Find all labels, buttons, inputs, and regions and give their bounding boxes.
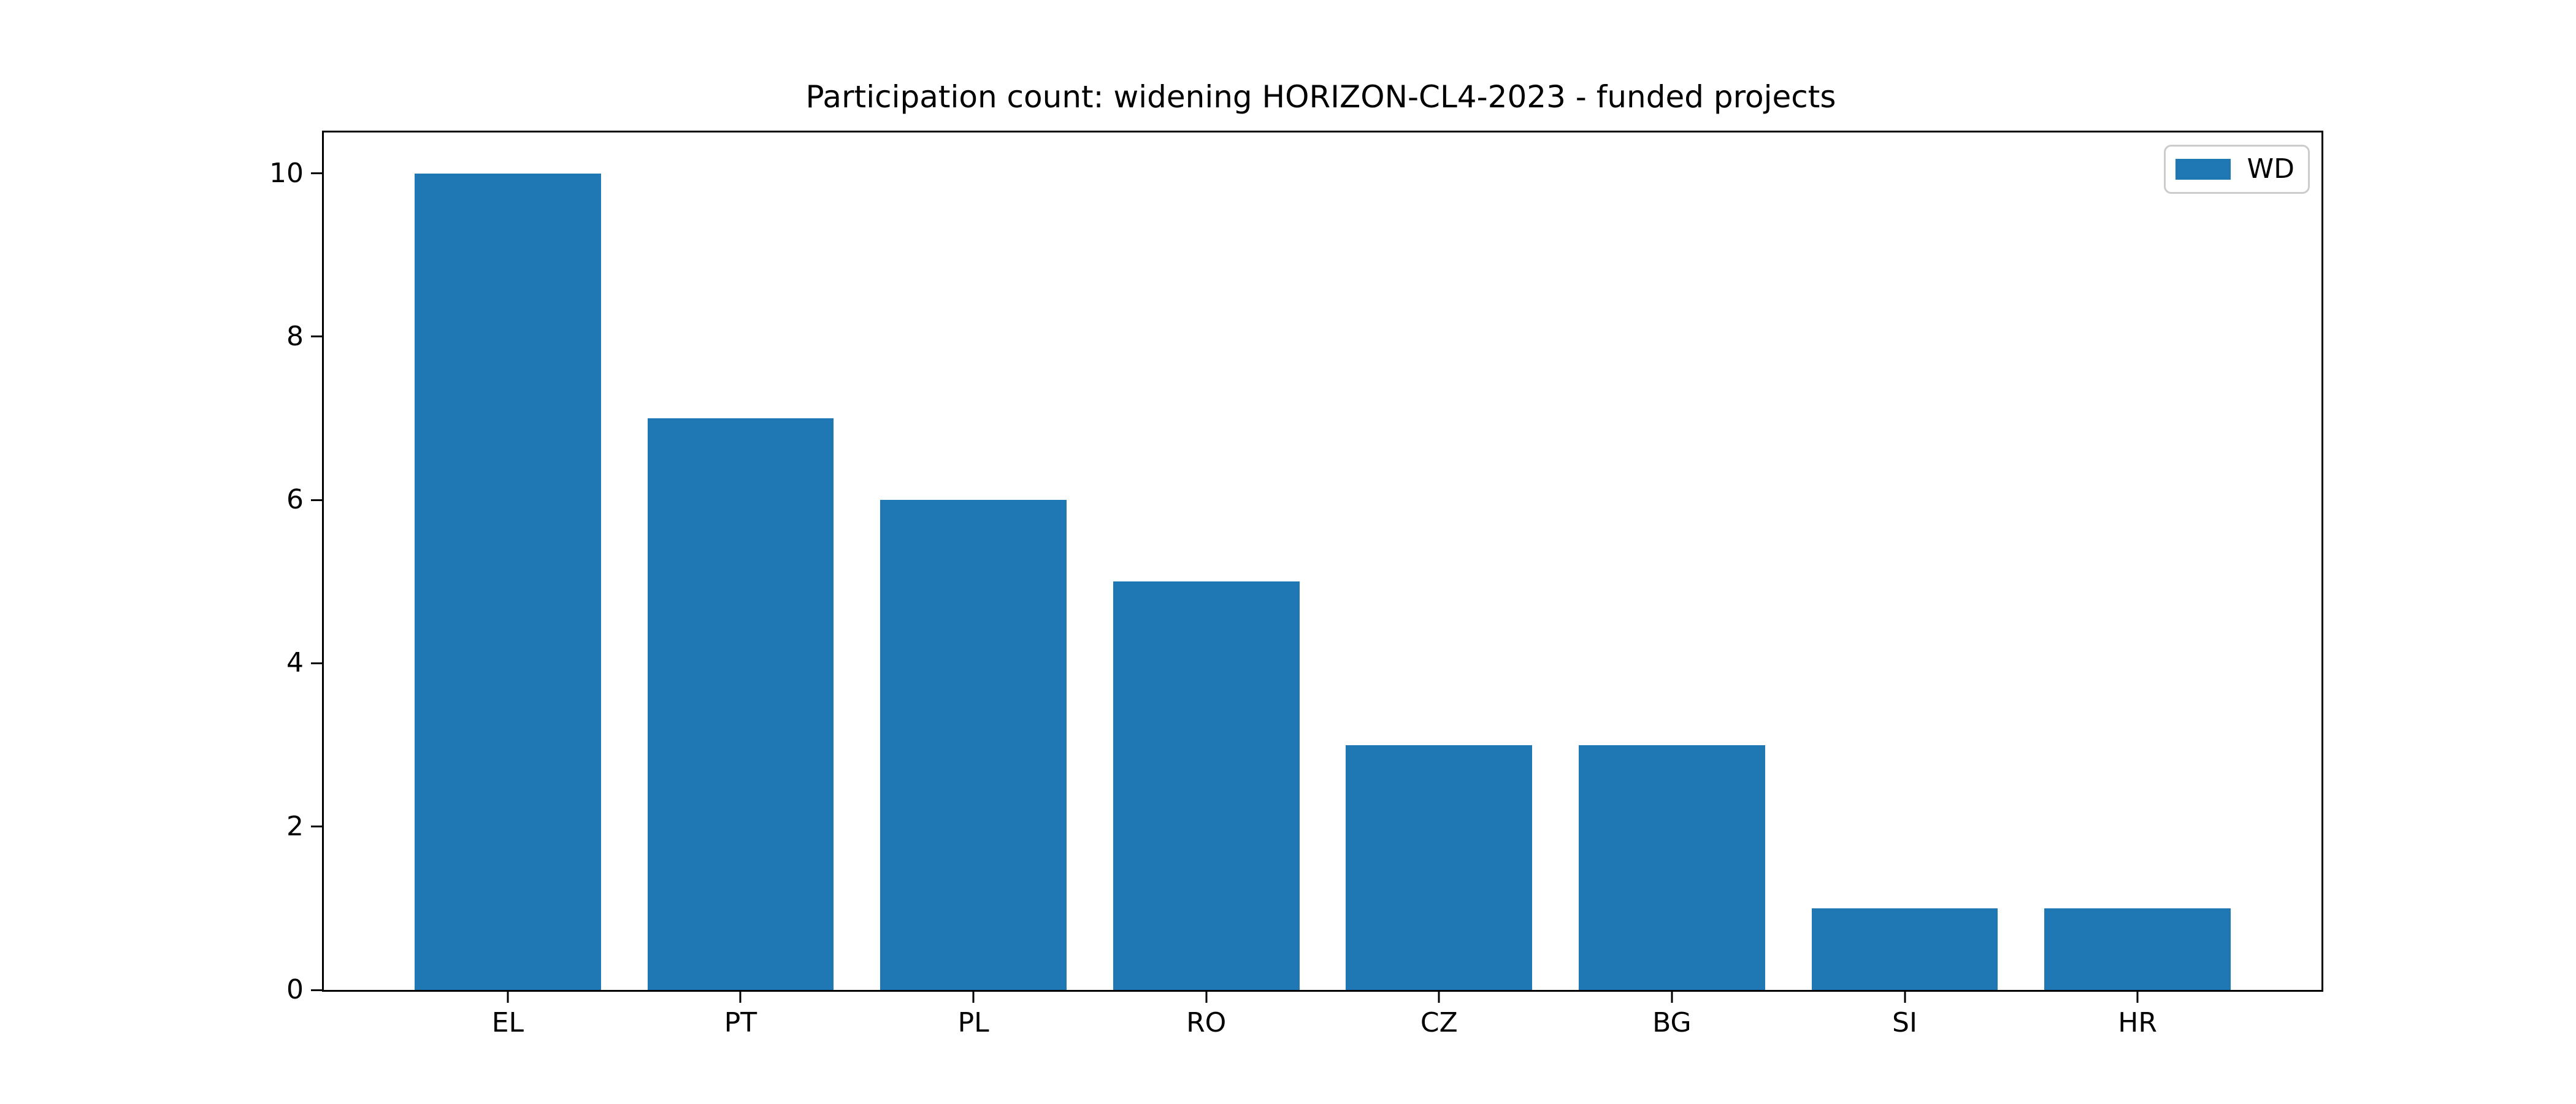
ytick-label-8: 8	[286, 320, 304, 352]
chart-title: Participation count: widening HORIZON-CL…	[805, 79, 1836, 115]
xtick-mark	[2136, 992, 2139, 1003]
ytick-mark	[311, 662, 322, 664]
ytick-mark	[311, 826, 322, 828]
ytick-label-2: 2	[286, 810, 304, 842]
xtick-label-PL: PL	[957, 1007, 989, 1038]
bar-PL	[880, 500, 1067, 990]
xtick-mark	[1671, 992, 1673, 1003]
xtick-label-RO: RO	[1186, 1007, 1227, 1038]
xtick-label-CZ: CZ	[1420, 1007, 1458, 1038]
xtick-label-SI: SI	[1892, 1007, 1917, 1038]
bar-EL	[415, 173, 601, 990]
legend: WD	[2163, 145, 2310, 194]
plot-area: 0 2 4 6 8 10 EL PT PL RO CZ BG SI HR WD	[269, 131, 2323, 1037]
xtick-mark	[1904, 992, 1906, 1003]
xtick-mark	[507, 992, 509, 1003]
xtick-label-HR: HR	[2118, 1007, 2157, 1038]
bar-HR	[2044, 908, 2231, 990]
ytick-mark	[311, 335, 322, 338]
bar-CZ	[1346, 745, 1533, 990]
ytick-mark	[311, 499, 322, 501]
xtick-mark	[1205, 992, 1208, 1003]
xtick-label-BG: BG	[1652, 1007, 1692, 1038]
bar-RO	[1113, 581, 1300, 990]
xtick-label-PT: PT	[724, 1007, 757, 1038]
ytick-label-0: 0	[286, 974, 304, 1005]
xtick-mark	[1438, 992, 1440, 1003]
ytick-label-4: 4	[286, 647, 304, 679]
legend-swatch-icon	[2175, 159, 2231, 180]
legend-label: WD	[2247, 153, 2294, 185]
xtick-label-EL: EL	[491, 1007, 524, 1038]
bar-SI	[1811, 908, 1998, 990]
ytick-mark	[311, 172, 322, 175]
bar-BG	[1579, 745, 1765, 990]
ytick-label-6: 6	[286, 484, 304, 516]
bar-PT	[647, 418, 834, 990]
ytick-label-10: 10	[269, 157, 304, 189]
xtick-mark	[972, 992, 975, 1003]
ytick-mark	[311, 989, 322, 991]
xtick-mark	[739, 992, 742, 1003]
